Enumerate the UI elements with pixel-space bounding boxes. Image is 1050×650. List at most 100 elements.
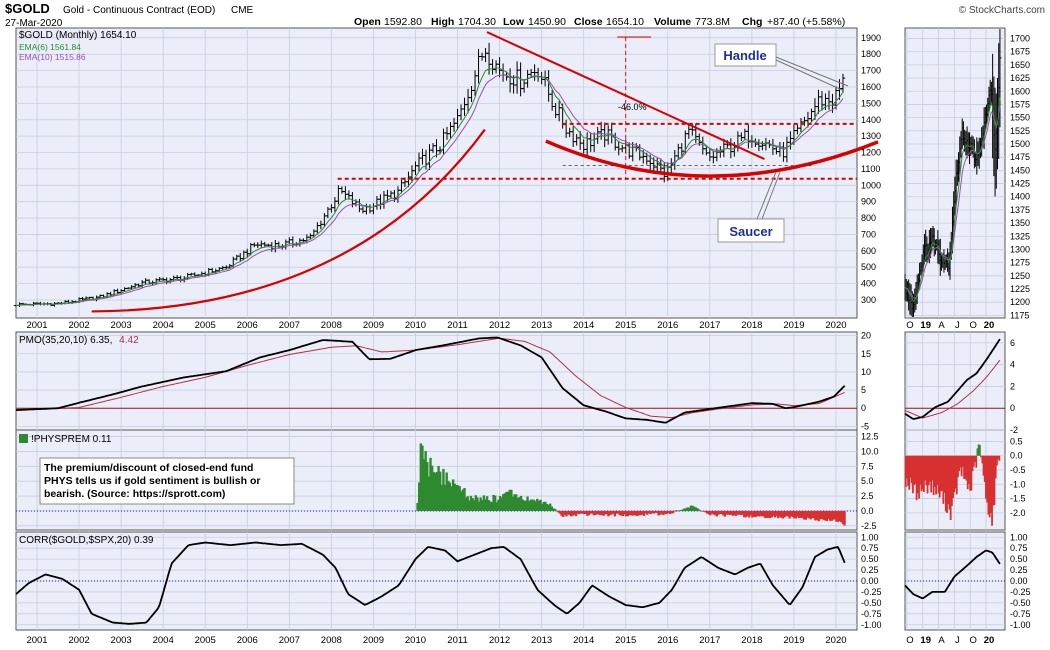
physprem-bar-positive: [481, 500, 484, 511]
zoom-pmo-tick-label: -2: [1010, 425, 1018, 435]
year-tick-label-bottom: 2005: [195, 635, 216, 646]
zoom-price-tick-label: 1700: [1010, 34, 1030, 44]
physprem-bar-positive: [553, 508, 557, 511]
physprem-bar-negative: [830, 510, 833, 521]
ema6-line: [15, 67, 844, 307]
zoom-pmo-line: [904, 338, 1001, 420]
zoom-price-tick-label: 1275: [1010, 258, 1030, 268]
pmo-tick-label: 15: [861, 349, 871, 359]
zoom-physprem-bar-negative: [963, 455, 965, 479]
price-tick-label: 1500: [861, 98, 881, 108]
physprem-bar-negative: [806, 510, 809, 518]
physprem-bar-negative: [801, 510, 804, 518]
physprem-bar-negative: [798, 510, 801, 519]
zoom-physprem-tick-label: -0.5: [1010, 465, 1026, 475]
handle-label: Handle: [723, 48, 766, 63]
corr-legend: CORR($GOLD,$SPX,20) 0.39: [19, 535, 154, 546]
year-tick-label: 2009: [363, 320, 384, 331]
price-tick-label: 700: [861, 229, 876, 239]
note-line-1: The premium/discount of closed-end fund: [44, 462, 253, 474]
physprem-bar-negative: [722, 510, 725, 516]
physprem-bar-negative: [639, 510, 642, 516]
zoom-physprem-bar-negative: [924, 455, 927, 481]
physprem-bar-negative: [654, 510, 657, 513]
physprem-bar-negative: [823, 510, 827, 521]
physprem-bar-negative: [636, 510, 639, 516]
note-box-frame: [39, 457, 295, 505]
physprem-bar-positive: [548, 503, 552, 511]
year-tick-label: 2005: [195, 320, 216, 331]
handle-box: [714, 43, 777, 67]
zoom-physprem-bar-negative: [920, 455, 923, 492]
physprem-bar-positive: [511, 496, 515, 511]
price-tick-label: 1100: [861, 164, 880, 174]
zoom-corr-tick-label: 0.25: [1010, 565, 1028, 575]
watermark: © StockCharts.com: [959, 5, 1045, 16]
physprem-bar-negative: [828, 510, 832, 521]
physprem-bar-positive: [505, 491, 508, 511]
zoom-physprem-bar-negative: [986, 455, 989, 503]
year-tick-label-bottom: 2019: [783, 635, 804, 646]
year-tick-label-bottom: 2012: [489, 635, 510, 646]
physprem-bar-negative: [804, 510, 807, 520]
zoom-physprem-bar-negative: [981, 455, 984, 464]
physprem-bar-positive: [419, 443, 423, 511]
zoom-time-tick-label: 19: [920, 320, 931, 331]
physprem-bar-positive: [696, 508, 699, 511]
physprem-bar-negative: [663, 510, 667, 514]
zoom-physprem-bar-negative: [949, 455, 952, 520]
physprem-bar-negative: [652, 510, 655, 514]
physprem-bar-negative: [592, 510, 596, 516]
zoom-physprem-bar-negative: [931, 455, 934, 481]
physprem-bar-negative: [582, 510, 586, 514]
physprem-bar-positive: [476, 497, 479, 511]
pmo-tick-label: 20: [861, 331, 871, 341]
year-tick-label: 2008: [321, 320, 342, 331]
zoom-pmo-tick-label: 6: [1010, 338, 1015, 348]
physprem-bar-negative: [573, 510, 576, 515]
zoom-physprem-bar-negative: [997, 455, 1000, 460]
physprem-bar-negative: [568, 510, 571, 515]
ohlc-summary: Open 1592.80 High 1704.30 Low 1450.90 Cl…: [354, 16, 845, 28]
physprem-bar-negative: [561, 510, 565, 517]
physprem-bar-negative: [660, 510, 663, 514]
physprem-bar-positive: [463, 487, 466, 511]
zoom-physprem-bar-negative: [919, 455, 922, 485]
physprem-bar-negative: [612, 510, 615, 514]
physprem-bar-negative: [629, 510, 633, 516]
chg-value: +87.40 (+5.58%): [767, 16, 845, 28]
physprem-bar-negative: [628, 510, 631, 516]
physprem-bar-positive: [540, 503, 544, 511]
zoom-pmo-panel: [904, 331, 1006, 431]
physprem-bar-positive: [513, 494, 516, 511]
zoom-pmo-tick-label: 0: [1010, 403, 1015, 413]
zoom-physprem-bar-negative: [935, 455, 937, 495]
physprem-bar-positive: [691, 505, 694, 511]
zoom-physprem-bar-positive: [978, 444, 981, 456]
physprem-bar-negative: [734, 510, 738, 516]
physprem-bar-positive: [527, 501, 531, 511]
physprem-bar-positive: [523, 500, 526, 511]
zoom-physprem-tick-label: -2.0: [1010, 508, 1026, 518]
physprem-bar-negative: [650, 510, 654, 514]
zoom-price-tick-label: 1300: [1010, 244, 1030, 254]
zoom-physprem-bar-negative: [913, 455, 916, 486]
physprem-bar-negative: [576, 510, 579, 514]
physprem-bar-positive: [689, 505, 693, 511]
zoom-physprem-bar-negative: [909, 455, 912, 478]
physprem-bar-negative: [623, 510, 626, 515]
physprem-bar-negative: [641, 510, 644, 515]
physprem-bar-positive: [484, 499, 487, 511]
physprem-bar-negative: [621, 510, 625, 517]
physprem-bar-negative: [765, 510, 769, 518]
corr-tick-label: -1.00: [861, 620, 882, 630]
physprem-bar-negative: [616, 510, 620, 514]
physprem-bar-negative: [584, 510, 587, 514]
price-tick-label: 1400: [861, 115, 881, 125]
physprem-bar-negative: [718, 510, 722, 515]
corr-tick-label: 0.25: [861, 565, 879, 575]
pmo-tick-label: 10: [861, 367, 871, 377]
physprem-bar-negative: [793, 510, 796, 519]
physprem-bar-negative: [733, 510, 736, 516]
physprem-bar-positive: [417, 482, 421, 511]
